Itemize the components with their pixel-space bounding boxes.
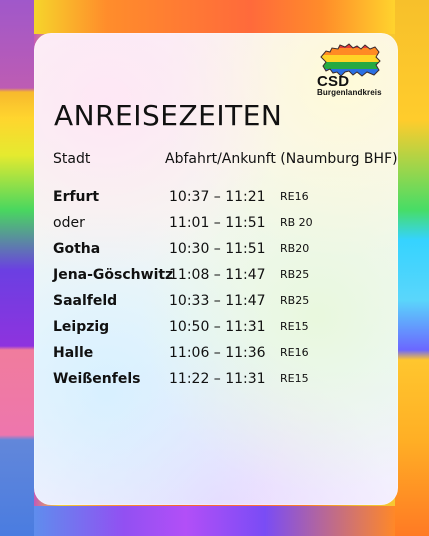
city-name: Gotha xyxy=(53,241,101,257)
timetable-row: Erfurt 10:37 – 11:21 RE16 xyxy=(34,189,398,215)
timetable-list: Erfurt 10:37 – 11:21 RE16 oder 11:01 – 1… xyxy=(34,189,398,397)
timetable-row: Jena-Göschwitz 11:08 – 11:47 RB25 xyxy=(34,267,398,293)
timetable-row: Gotha 10:30 – 11:51 RB20 xyxy=(34,241,398,267)
train-line: RB20 xyxy=(280,242,310,255)
train-line: RE16 xyxy=(280,190,309,203)
logo-sub-text: Burgenlandkreis xyxy=(317,88,382,97)
timetable-row: Weißenfels 11:22 – 11:31 RE15 xyxy=(34,371,398,397)
city-name: Leipzig xyxy=(53,319,110,335)
rainbow-map-icon xyxy=(320,43,381,77)
page-title: ANREISEZEITEN xyxy=(54,99,283,132)
column-header-city: Stadt xyxy=(53,151,91,167)
city-name: Weißenfels xyxy=(53,371,141,387)
city-name: oder xyxy=(53,215,85,231)
timetable-card: CSD Burgenlandkreis ANREISEZEITEN Stadt … xyxy=(34,33,398,505)
left-rainbow-border xyxy=(0,0,34,536)
train-line: RB25 xyxy=(280,294,310,307)
train-line: RB25 xyxy=(280,268,310,281)
bottom-rainbow-border xyxy=(34,506,395,536)
timetable-row: Leipzig 10:50 – 11:31 RE15 xyxy=(34,319,398,345)
train-line: RB 20 xyxy=(280,216,313,229)
time-range: 10:50 – 11:31 xyxy=(169,319,266,335)
right-rainbow-border xyxy=(395,0,429,536)
timetable-row: oder 11:01 – 11:51 RB 20 xyxy=(34,215,398,241)
time-range: 11:01 – 11:51 xyxy=(169,215,266,231)
time-range: 10:37 – 11:21 xyxy=(169,189,266,205)
time-range: 10:30 – 11:51 xyxy=(169,241,266,257)
time-range: 11:08 – 11:47 xyxy=(169,267,266,283)
city-name: Saalfeld xyxy=(53,293,118,309)
csd-logo: CSD Burgenlandkreis xyxy=(314,41,388,105)
top-rainbow-border xyxy=(34,0,395,34)
train-line: RE15 xyxy=(280,372,309,385)
time-range: 11:06 – 11:36 xyxy=(169,345,266,361)
train-line: RE15 xyxy=(280,320,309,333)
time-range: 11:22 – 11:31 xyxy=(169,371,266,387)
city-name: Jena-Göschwitz xyxy=(53,267,174,283)
logo-main-text: CSD xyxy=(317,73,350,90)
train-line: RE16 xyxy=(280,346,309,359)
city-name: Halle xyxy=(53,345,94,361)
timetable-row: Halle 11:06 – 11:36 RE16 xyxy=(34,345,398,371)
timetable-row: Saalfeld 10:33 – 11:47 RB25 xyxy=(34,293,398,319)
city-name: Erfurt xyxy=(53,189,100,205)
column-header-times: Abfahrt/Ankunft (Naumburg BHF) xyxy=(165,151,398,167)
time-range: 10:33 – 11:47 xyxy=(169,293,266,309)
